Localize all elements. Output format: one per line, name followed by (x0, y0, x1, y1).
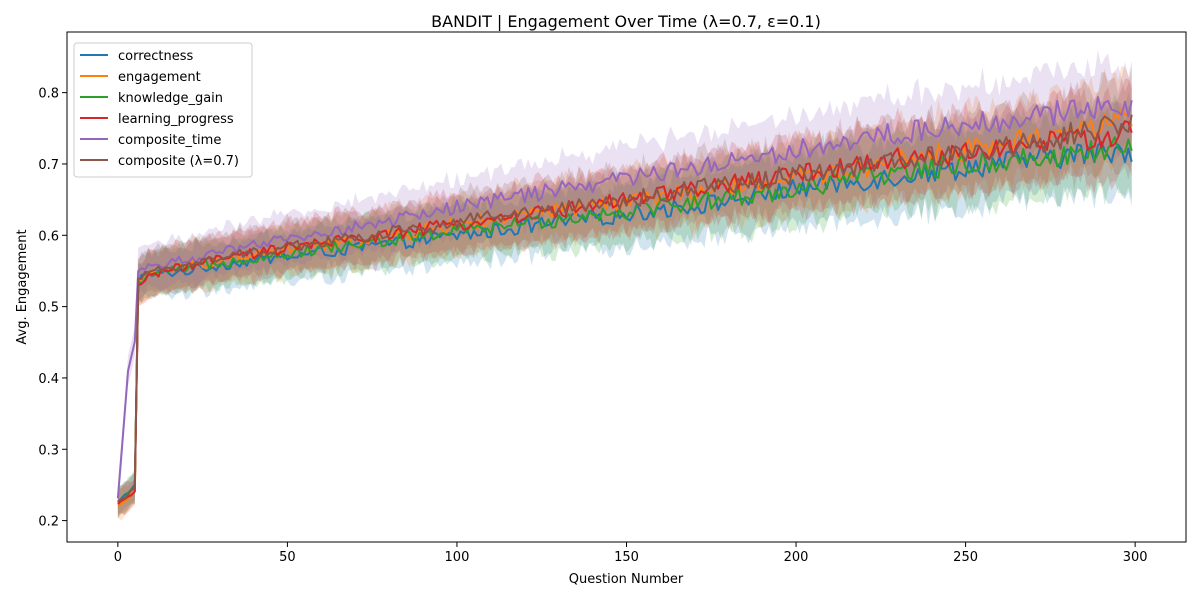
x-tick-label: 150 (614, 550, 639, 565)
confidence-bands (117, 50, 1132, 521)
x-tick-label: 200 (784, 550, 809, 565)
x-tick-label: 300 (1123, 550, 1148, 565)
legend-label: engagement (118, 70, 201, 85)
y-axis-label: Avg. Engagement (15, 229, 30, 344)
y-tick-label: 0.7 (38, 158, 59, 173)
legend-label: knowledge_gain (118, 91, 223, 106)
legend-label: composite (λ=0.7) (118, 154, 239, 169)
band-composite-0-7- (117, 66, 1132, 515)
band-correctness (117, 100, 1132, 516)
y-tick-label: 0.5 (38, 301, 59, 316)
x-tick-label: 250 (953, 550, 978, 565)
series-line-composite-time (116, 96, 1133, 499)
series-lines (116, 96, 1133, 507)
band-engagement (117, 65, 1132, 521)
chart-title: BANDIT | Engagement Over Time (λ=0.7, ε=… (431, 12, 821, 31)
band-knowledge-gain (117, 91, 1132, 518)
y-tick-label: 0.8 (38, 87, 59, 102)
x-tick-label: 100 (445, 550, 470, 565)
x-tick-label: 50 (279, 550, 296, 565)
y-tick-label: 0.3 (38, 443, 59, 458)
legend-label: composite_time (118, 133, 221, 148)
legend-box (73, 42, 253, 178)
x-tick-label: 0 (114, 550, 122, 565)
series-line-composite-0-7- (117, 114, 1133, 503)
x-axis-label: Question Number (569, 572, 684, 587)
x-axis-ticks: 0 50 100 150 200 250 300 (114, 542, 1148, 565)
legend-label: learning_progress (118, 112, 234, 127)
y-tick-label: 0.2 (38, 515, 59, 530)
series-line-learning-progress (117, 120, 1133, 505)
band-composite-time (117, 50, 1132, 512)
legend-label: correctness (118, 49, 194, 64)
y-tick-label: 0.6 (38, 229, 59, 244)
series-line-correctness (117, 140, 1133, 503)
legend: correctness engagement knowledge_gainlearn… (73, 42, 253, 178)
y-tick-label: 0.4 (38, 372, 59, 387)
y-axis-ticks: 0.2 0.3 0.4 0.5 0.6 0.7 0.8 (38, 87, 67, 530)
